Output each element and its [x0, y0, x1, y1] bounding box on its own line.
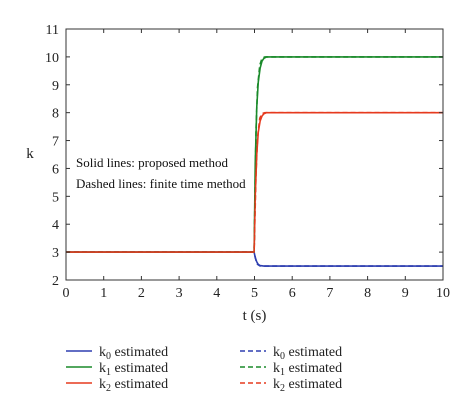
- y-tick-label: 7: [52, 135, 59, 150]
- y-tick-label: 10: [45, 51, 59, 66]
- x-tick-label: 7: [326, 286, 333, 301]
- series-line-5: [66, 111, 443, 253]
- x-tick-label: 5: [251, 286, 258, 301]
- annotation-solid: Solid lines: proposed method: [76, 155, 229, 170]
- legend-label-2: k2 estimated: [99, 377, 168, 394]
- x-tick-label: 2: [138, 286, 145, 301]
- tick-labels: 0 1 2 3 4 5 6 7 8 9 10 2 3 4 5 6 7 8 9 10 11: [45, 23, 450, 301]
- y-tick-label: 9: [52, 79, 59, 94]
- x-tick-label: 0: [63, 286, 70, 301]
- x-axis-label: t (s): [243, 308, 267, 324]
- x-tick-label: 1: [100, 286, 107, 301]
- x-tick-label: 9: [402, 286, 409, 301]
- y-tick-label: 8: [52, 107, 59, 122]
- legend-label-4: k1 estimated: [273, 361, 342, 378]
- y-tick-label: 2: [52, 274, 59, 289]
- legend-label-1: k1 estimated: [99, 361, 168, 378]
- x-tick-label: 3: [176, 286, 183, 301]
- series-line-0: [66, 251, 443, 267]
- x-tick-label: 4: [213, 286, 220, 301]
- annotation-dashed: Dashed lines: finite time method: [76, 176, 246, 191]
- y-tick-label: 5: [52, 190, 59, 205]
- y-tick-label: 4: [52, 218, 59, 233]
- x-tick-label: 6: [289, 286, 296, 301]
- legend-label-0: k0 estimated: [99, 345, 168, 362]
- plot-lines: [66, 56, 443, 267]
- y-tick-label: 6: [52, 162, 59, 177]
- x-tick-label: 10: [436, 286, 450, 301]
- x-tick-label: 8: [364, 286, 371, 301]
- y-axis-label: k: [26, 146, 34, 162]
- legend-label-3: k0 estimated: [273, 345, 342, 362]
- legend-label-5: k2 estimated: [273, 377, 342, 394]
- ticks: [65, 28, 444, 281]
- y-tick-label: 3: [52, 246, 59, 261]
- series-line-3: [66, 251, 443, 267]
- y-tick-label: 11: [46, 23, 59, 38]
